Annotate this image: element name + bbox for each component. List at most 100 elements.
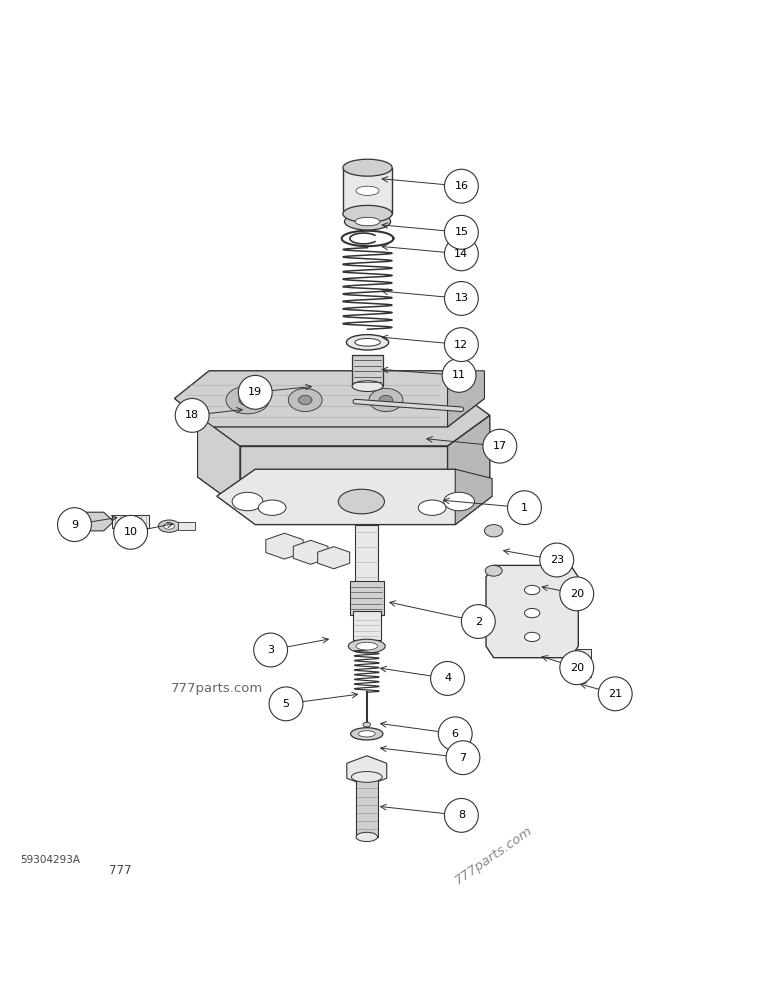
Ellipse shape bbox=[363, 722, 371, 727]
Ellipse shape bbox=[352, 381, 383, 392]
Text: 16: 16 bbox=[455, 181, 469, 191]
Circle shape bbox=[483, 429, 516, 463]
Text: 7: 7 bbox=[459, 753, 466, 763]
Ellipse shape bbox=[418, 500, 446, 515]
Ellipse shape bbox=[356, 832, 378, 842]
Circle shape bbox=[462, 605, 495, 638]
Text: 14: 14 bbox=[454, 249, 469, 259]
Polygon shape bbox=[240, 446, 448, 508]
Ellipse shape bbox=[524, 585, 540, 595]
Ellipse shape bbox=[358, 731, 375, 737]
Circle shape bbox=[269, 687, 303, 721]
Circle shape bbox=[58, 508, 91, 542]
Text: 20: 20 bbox=[570, 663, 584, 673]
Ellipse shape bbox=[524, 632, 540, 642]
FancyBboxPatch shape bbox=[350, 581, 384, 615]
Ellipse shape bbox=[259, 500, 286, 515]
Ellipse shape bbox=[288, 388, 322, 412]
Polygon shape bbox=[73, 512, 113, 531]
Polygon shape bbox=[198, 446, 490, 508]
Ellipse shape bbox=[232, 492, 263, 511]
Polygon shape bbox=[198, 385, 490, 446]
Text: 8: 8 bbox=[458, 810, 465, 820]
FancyBboxPatch shape bbox=[356, 777, 378, 837]
Text: 13: 13 bbox=[455, 293, 469, 303]
FancyBboxPatch shape bbox=[112, 515, 149, 528]
Polygon shape bbox=[198, 415, 240, 508]
Circle shape bbox=[507, 491, 541, 525]
Circle shape bbox=[239, 375, 273, 409]
Circle shape bbox=[442, 358, 476, 392]
Polygon shape bbox=[318, 547, 350, 569]
Ellipse shape bbox=[379, 395, 393, 405]
Circle shape bbox=[445, 169, 479, 203]
Ellipse shape bbox=[343, 159, 392, 176]
FancyBboxPatch shape bbox=[178, 522, 195, 530]
Ellipse shape bbox=[348, 639, 385, 653]
Text: 15: 15 bbox=[455, 227, 469, 237]
Polygon shape bbox=[293, 540, 328, 564]
Circle shape bbox=[445, 215, 479, 249]
Polygon shape bbox=[347, 756, 387, 786]
FancyBboxPatch shape bbox=[352, 355, 383, 386]
Ellipse shape bbox=[158, 520, 180, 532]
Text: 9: 9 bbox=[71, 520, 78, 530]
Polygon shape bbox=[266, 533, 303, 559]
Text: 17: 17 bbox=[493, 441, 507, 451]
Ellipse shape bbox=[356, 642, 378, 650]
Circle shape bbox=[445, 237, 479, 271]
Ellipse shape bbox=[485, 525, 503, 537]
Ellipse shape bbox=[343, 205, 392, 222]
Text: 10: 10 bbox=[124, 527, 137, 537]
Circle shape bbox=[254, 633, 287, 667]
Text: 21: 21 bbox=[608, 689, 622, 699]
FancyBboxPatch shape bbox=[343, 168, 392, 214]
Circle shape bbox=[445, 328, 479, 362]
Ellipse shape bbox=[355, 217, 380, 226]
Text: 11: 11 bbox=[452, 370, 466, 380]
Text: 20: 20 bbox=[570, 589, 584, 599]
Polygon shape bbox=[174, 371, 485, 427]
Text: 23: 23 bbox=[550, 555, 564, 565]
FancyBboxPatch shape bbox=[577, 649, 591, 677]
Circle shape bbox=[438, 717, 472, 751]
Text: 4: 4 bbox=[444, 673, 451, 683]
Ellipse shape bbox=[524, 608, 540, 618]
FancyBboxPatch shape bbox=[353, 611, 381, 640]
Polygon shape bbox=[455, 469, 493, 525]
Circle shape bbox=[598, 677, 632, 711]
Ellipse shape bbox=[444, 492, 475, 511]
Ellipse shape bbox=[239, 394, 256, 406]
Circle shape bbox=[175, 398, 209, 432]
FancyBboxPatch shape bbox=[355, 525, 378, 585]
Ellipse shape bbox=[351, 772, 382, 782]
Circle shape bbox=[560, 577, 594, 611]
Ellipse shape bbox=[344, 213, 391, 230]
Text: 5: 5 bbox=[283, 699, 290, 709]
Ellipse shape bbox=[338, 489, 384, 514]
Ellipse shape bbox=[164, 523, 174, 529]
Polygon shape bbox=[486, 565, 578, 658]
Ellipse shape bbox=[347, 335, 388, 350]
Text: 6: 6 bbox=[452, 729, 459, 739]
Ellipse shape bbox=[226, 386, 269, 414]
Text: 59304293A: 59304293A bbox=[21, 855, 80, 865]
Circle shape bbox=[113, 515, 147, 549]
Circle shape bbox=[445, 798, 479, 832]
Text: 19: 19 bbox=[248, 387, 262, 397]
Text: 777: 777 bbox=[110, 864, 132, 877]
Ellipse shape bbox=[350, 728, 383, 740]
Text: 777parts.com: 777parts.com bbox=[171, 682, 263, 695]
Ellipse shape bbox=[486, 565, 502, 576]
Polygon shape bbox=[448, 371, 485, 427]
Text: 18: 18 bbox=[185, 410, 199, 420]
Circle shape bbox=[446, 741, 480, 775]
Circle shape bbox=[445, 282, 479, 315]
Text: 2: 2 bbox=[475, 617, 482, 627]
Text: 12: 12 bbox=[454, 340, 469, 350]
Circle shape bbox=[540, 543, 574, 577]
Ellipse shape bbox=[355, 338, 381, 346]
Polygon shape bbox=[448, 415, 490, 508]
Ellipse shape bbox=[356, 186, 379, 195]
Text: 777parts.com: 777parts.com bbox=[452, 824, 535, 887]
